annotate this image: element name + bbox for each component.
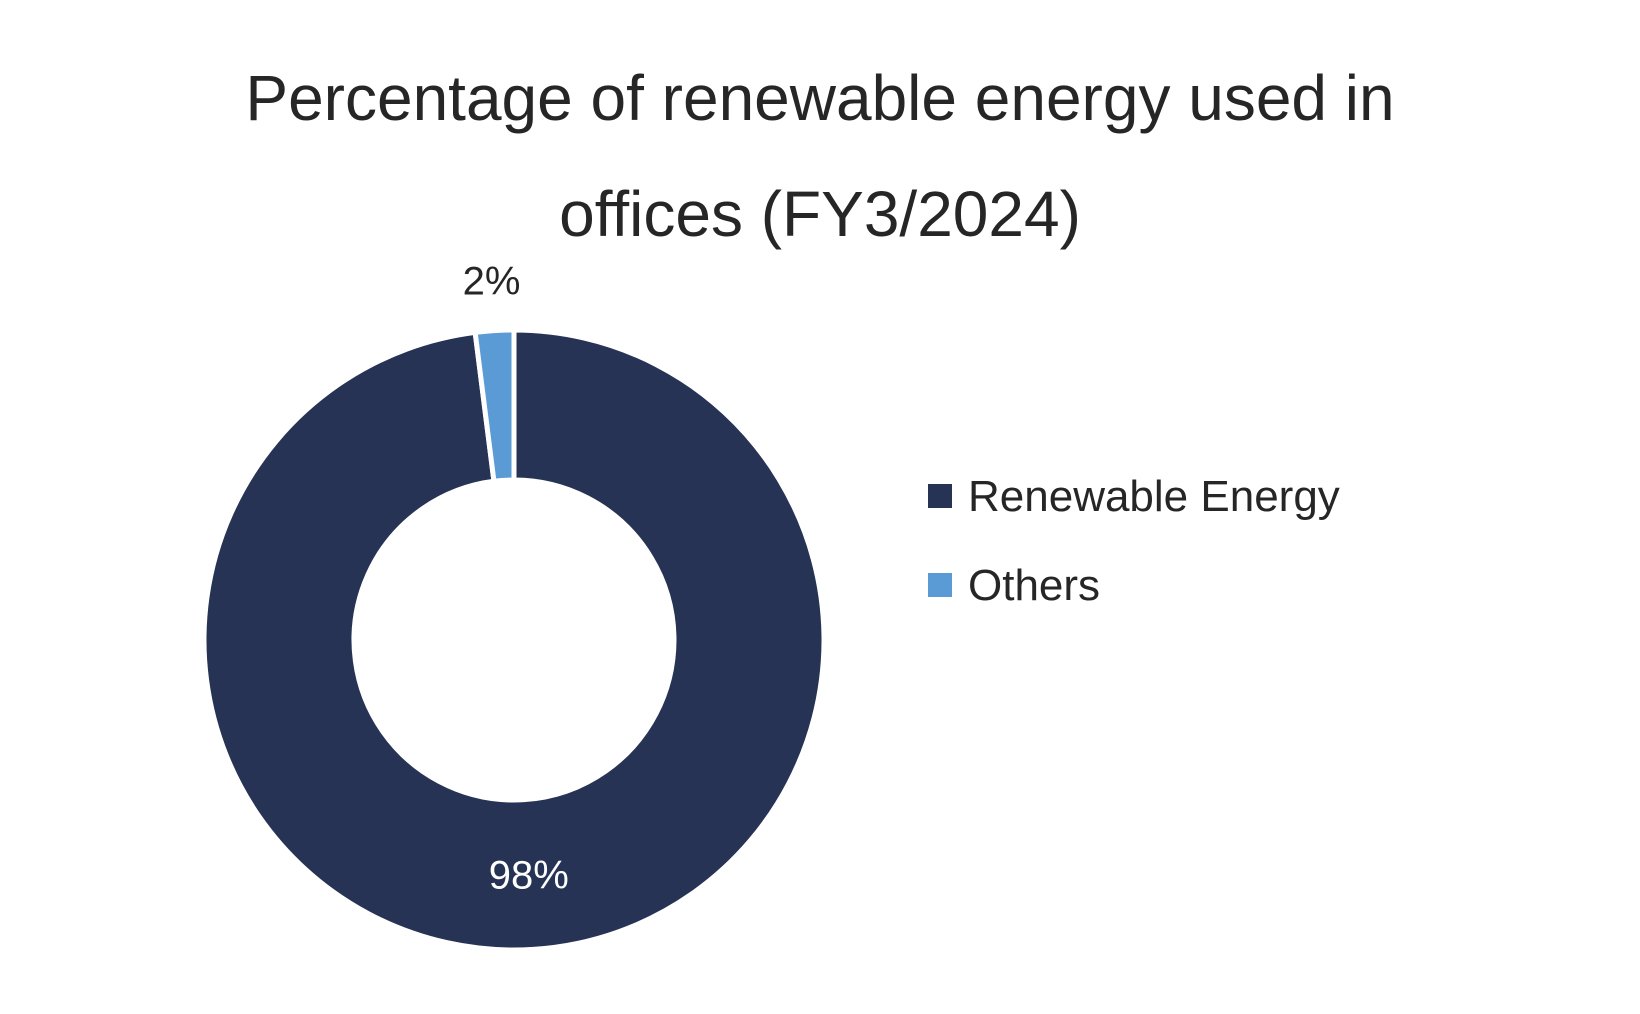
legend-swatch-renewable-energy (928, 484, 952, 508)
legend-label-renewable-energy: Renewable Energy (968, 472, 1340, 521)
chart-title-line-1: Percentage of renewable energy used in (245, 62, 1394, 134)
data-label-others: 2% (463, 260, 521, 304)
legend-label-others: Others (968, 561, 1100, 610)
chart-title-line-2: offices (FY3/2024) (559, 178, 1081, 250)
legend-swatch-others (928, 573, 952, 597)
slice-renewable-energy (201, 327, 827, 953)
donut-slices (201, 327, 827, 953)
slice-others (472, 327, 517, 485)
data-label-renewable-energy: 98% (489, 854, 569, 898)
data-labels: 98% 2% (463, 260, 569, 898)
legend: Renewable Energy Others (928, 472, 1340, 610)
